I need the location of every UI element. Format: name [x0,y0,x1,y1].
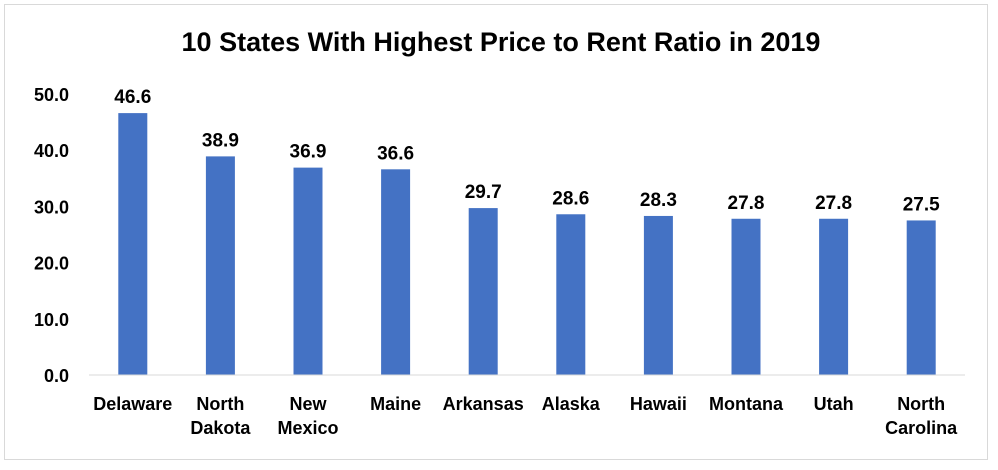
data-label: 28.6 [552,188,589,209]
y-tick-label: 20.0 [34,254,69,274]
y-axis-ticks: 0.0 10.0 20.0 30.0 40.0 50.0 [34,85,69,386]
x-tick-label: Delaware [93,394,172,414]
data-label: 27.5 [903,194,940,215]
x-tick-label: North Dakota [190,394,251,438]
bar [293,167,323,375]
y-tick-label: 10.0 [34,310,69,330]
x-tick-label: Montana [709,394,784,414]
x-tick-label: Maine [370,394,421,414]
bars-group [118,113,936,375]
data-label: 29.7 [465,182,502,203]
data-labels-group: 46.6 38.9 36.9 36.6 29.7 28.6 28.3 27.8 27.8 27.5 [114,87,940,215]
y-tick-label: 0.0 [44,366,69,386]
bar [906,220,936,375]
data-label: 38.9 [202,130,239,151]
bar [468,208,498,375]
x-tick-label: Alaska [542,394,601,414]
chart-frame: 10 States With Highest Price to Rent Rat… [4,4,988,460]
x-tick-label: Utah [814,394,854,414]
x-tick-label: New Mexico [277,394,338,438]
data-label: 46.6 [114,87,151,108]
y-tick-label: 40.0 [34,141,69,161]
data-label: 36.6 [377,143,414,164]
data-label: 27.8 [728,193,765,214]
x-axis-ticks: Delaware North Dakota New Mexico Maine Arkansa… [93,394,958,438]
x-tick-label: Hawaii [630,394,687,414]
bar [556,214,586,375]
x-tick-label: Arkansas [443,394,524,414]
x-tick-label: North Carolina [885,394,958,438]
bar [731,218,761,375]
data-label: 36.9 [290,142,327,163]
bar-chart: 10 States With Highest Price to Rent Rat… [34,27,965,438]
y-tick-label: 50.0 [34,85,69,105]
bar [205,156,235,375]
data-label: 28.3 [640,190,677,211]
data-label: 27.8 [815,193,852,214]
bar [381,169,411,375]
chart-title: 10 States With Highest Price to Rent Rat… [182,27,821,57]
bar [819,218,849,375]
y-tick-label: 30.0 [34,197,69,217]
bar [118,113,148,375]
bar [643,215,673,375]
